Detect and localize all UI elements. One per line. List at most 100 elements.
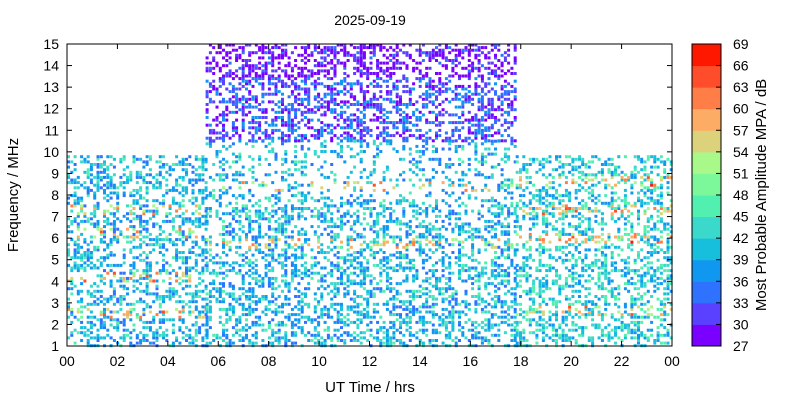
heatmap-cell [198, 191, 202, 195]
heatmap-cell [284, 53, 288, 57]
heatmap-cell [402, 77, 406, 81]
heatmap-cell [372, 238, 376, 242]
heatmap-cell [109, 238, 113, 242]
heatmap-cell [362, 217, 366, 221]
heatmap-cell [307, 95, 311, 99]
heatmap-cell [231, 72, 235, 75]
heatmap-cell [106, 328, 110, 332]
heatmap-cell [178, 230, 182, 234]
heatmap-cell [451, 181, 455, 185]
heatmap-cell [369, 225, 373, 229]
heatmap-cell [372, 170, 376, 174]
heatmap-cell [290, 276, 294, 280]
heatmap-cell [67, 243, 70, 247]
heatmap-cell [135, 230, 139, 234]
heatmap-cell [76, 181, 80, 185]
heatmap-cell [500, 248, 504, 252]
heatmap-cell [129, 271, 133, 275]
heatmap-cell [389, 339, 393, 342]
heatmap-cell [204, 284, 208, 288]
heatmap-cell [70, 276, 74, 280]
heatmap-cell [80, 266, 84, 270]
heatmap-cell [294, 225, 298, 229]
heatmap-cell [212, 178, 216, 182]
heatmap-cell [461, 144, 465, 148]
heatmap-cell [480, 157, 484, 161]
heatmap-cell [294, 243, 298, 247]
heatmap-cell [225, 230, 229, 234]
heatmap-cell [264, 243, 268, 247]
heatmap-cell [330, 110, 334, 114]
heatmap-cell [258, 204, 262, 208]
heatmap-cell [185, 219, 188, 223]
heatmap-cell [194, 155, 198, 159]
heatmap-cell [369, 66, 373, 70]
heatmap-cell [392, 240, 396, 244]
heatmap-cell [402, 51, 406, 55]
heatmap-cell [307, 53, 311, 57]
heatmap-cell [297, 72, 301, 75]
heatmap-cell [418, 245, 422, 249]
heatmap-cell [261, 323, 265, 327]
heatmap-cell [382, 204, 386, 208]
heatmap-cell [119, 336, 123, 340]
heatmap-cell [359, 103, 363, 106]
heatmap-cell [336, 310, 340, 314]
heatmap-cell [461, 266, 465, 270]
heatmap-cell [264, 313, 268, 317]
heatmap-cell [248, 302, 252, 306]
heatmap-cell [281, 266, 284, 270]
heatmap-cell [231, 266, 235, 270]
heatmap-cell [248, 305, 252, 309]
heatmap-cell [132, 194, 136, 198]
heatmap-cell [340, 339, 343, 342]
heatmap-cell [254, 126, 258, 130]
heatmap-cell [238, 186, 242, 190]
heatmap-cell [254, 74, 258, 78]
heatmap-cell [484, 310, 488, 314]
heatmap-cell [290, 307, 294, 311]
heatmap-cell [474, 333, 478, 337]
heatmap-cell [281, 97, 284, 101]
heatmap-cell [245, 235, 248, 239]
heatmap-cell [235, 69, 239, 73]
heatmap-cell [122, 186, 126, 190]
heatmap-cell [287, 315, 291, 319]
heatmap-cell [307, 207, 311, 210]
heatmap-cell [353, 103, 357, 106]
heatmap-cell [471, 295, 475, 298]
heatmap-cell [148, 261, 152, 265]
heatmap-cell [405, 279, 409, 283]
heatmap-cell [142, 339, 146, 342]
heatmap-cell [194, 225, 198, 229]
heatmap-cell [178, 300, 182, 304]
heatmap-cell [336, 82, 340, 86]
heatmap-cell [215, 289, 219, 293]
heatmap-cell [290, 279, 294, 283]
heatmap-cell [254, 282, 258, 286]
heatmap-cell [369, 105, 373, 109]
heatmap-cell [238, 235, 242, 239]
heatmap-cell [231, 95, 235, 99]
heatmap-cell [116, 217, 120, 221]
heatmap-cell [212, 66, 216, 70]
heatmap-cell [418, 320, 422, 324]
heatmap-cell [402, 103, 406, 106]
heatmap-cell [494, 152, 497, 156]
heatmap-cell [194, 173, 198, 177]
heatmap-cell [376, 144, 380, 148]
heatmap-cell [122, 333, 126, 337]
heatmap-cell [330, 199, 334, 203]
heatmap-cell [109, 183, 113, 187]
heatmap-cell [241, 263, 245, 267]
heatmap-cell [258, 214, 262, 218]
heatmap-cell [385, 66, 389, 70]
heatmap-cell [67, 217, 70, 221]
heatmap-cell [480, 310, 484, 314]
heatmap-cell [277, 305, 281, 309]
heatmap-cell [271, 248, 275, 252]
heatmap-cell [106, 307, 110, 311]
heatmap-cell [304, 238, 307, 242]
heatmap-cell [349, 253, 353, 257]
heatmap-cell [89, 310, 93, 314]
